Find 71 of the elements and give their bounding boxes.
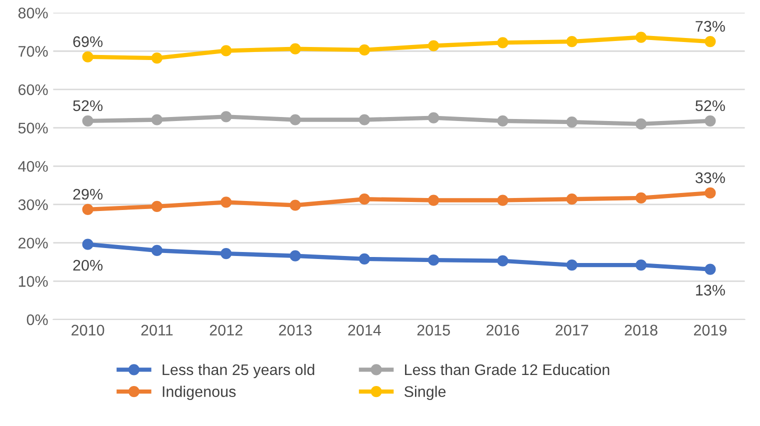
point	[290, 114, 301, 126]
point	[220, 111, 232, 122]
y-tick-label: 30%	[18, 199, 48, 210]
point	[704, 36, 716, 48]
point	[566, 36, 578, 48]
point	[358, 253, 370, 264]
data-label: 13%	[696, 284, 725, 296]
y-tick-label: 50%	[18, 122, 48, 134]
point	[704, 115, 716, 126]
point	[497, 255, 508, 266]
point	[220, 248, 232, 260]
legend-label: Less than 25 years old	[162, 364, 314, 378]
data-label: 29%	[73, 188, 103, 200]
x-tick-label: 2015	[417, 324, 450, 336]
point	[82, 204, 94, 216]
x-tick-label: 2012	[210, 324, 242, 336]
y-tick-label: 70%	[18, 46, 48, 57]
point	[497, 37, 508, 48]
x-tick-label: 2013	[279, 324, 312, 336]
data-label: 73%	[696, 20, 725, 32]
y-tick-label: 20%	[18, 238, 48, 249]
point	[220, 196, 232, 208]
point	[636, 118, 647, 130]
point	[566, 260, 578, 271]
point	[428, 194, 440, 206]
legend-label: Single	[404, 386, 446, 400]
legend-label: Indigenous	[162, 386, 236, 400]
point	[566, 194, 578, 205]
x-tick-label: 2014	[348, 324, 381, 336]
y-tick-label: 0%	[26, 314, 48, 326]
point	[636, 192, 647, 204]
point	[82, 238, 94, 250]
legend-label: Less than Grade 12 Education	[405, 364, 610, 376]
x-tick-label: 2018	[624, 324, 658, 336]
y-tick-label: 40%	[18, 161, 48, 172]
point	[566, 116, 578, 128]
point	[151, 114, 162, 126]
y-tick-label: 60%	[18, 84, 48, 96]
point	[290, 43, 301, 54]
point	[497, 115, 508, 126]
point	[290, 200, 301, 211]
y-tick-label: 10%	[18, 276, 48, 287]
point	[358, 194, 370, 205]
point	[428, 254, 440, 266]
data-label: 52%	[73, 100, 103, 112]
point	[358, 114, 370, 126]
point	[358, 44, 370, 56]
point	[704, 187, 716, 199]
point	[151, 244, 162, 256]
point	[428, 40, 440, 52]
point	[151, 52, 162, 64]
point	[636, 32, 647, 43]
x-tick-label: 2016	[486, 324, 520, 336]
data-label: 69%	[73, 36, 103, 48]
data-label: 33%	[696, 172, 725, 184]
data-label: 52%	[696, 100, 725, 112]
x-tick-label: 2017	[556, 324, 588, 336]
point	[220, 45, 232, 56]
point	[428, 112, 440, 124]
point	[82, 51, 94, 62]
x-tick-label: 2010	[72, 324, 104, 336]
point	[151, 200, 162, 212]
point	[290, 250, 301, 262]
point	[636, 260, 647, 271]
data-label: 20%	[73, 260, 103, 271]
point	[497, 194, 508, 206]
y-tick-label: 80%	[18, 8, 48, 18]
x-tick-label: 2011	[141, 324, 173, 336]
x-tick-label: 2019	[694, 324, 726, 336]
point	[82, 115, 94, 126]
point	[704, 264, 716, 275]
